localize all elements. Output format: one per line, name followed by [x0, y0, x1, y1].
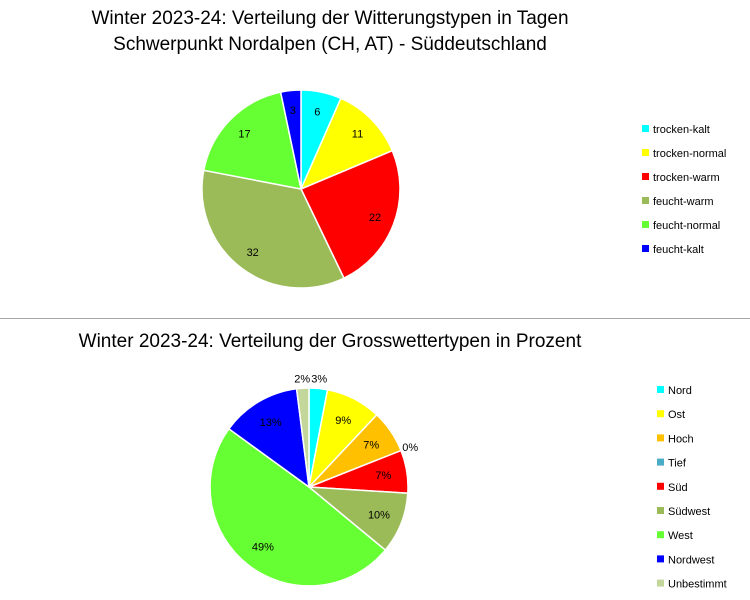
data-label-feucht-warm: 32 — [247, 247, 259, 259]
pie-chart-svg: 3% 9% 7% 0% 7% 10% 49% 13% 2% Nord Ost Hoch Tief Süd S… — [209, 373, 727, 591]
legend-label-ost: Ost — [668, 409, 685, 421]
legend-label-feucht-kalt: feucht-kalt — [653, 244, 704, 256]
pie-chart-svg: 6 11 22 32 17 3 trocken-kalt trocken-normal troc… — [201, 89, 726, 289]
data-label-ost: 9% — [335, 415, 351, 427]
pie-slice-trocken-warm — [299, 149, 401, 280]
chart-divider — [0, 318, 750, 319]
legend-swatch-suedwest — [657, 507, 664, 514]
legend-label-hoch: Hoch — [668, 433, 694, 445]
legend-label-feucht-normal: feucht-normal — [653, 220, 720, 232]
legend-swatch-trocken-kalt — [642, 125, 649, 132]
data-label-unbestimmt: 2% — [294, 373, 310, 385]
data-label-nord: 3% — [311, 374, 327, 386]
legend-swatch-nord — [657, 386, 664, 393]
pie-slice-nordwest — [227, 387, 310, 489]
legend-swatch-sued — [657, 482, 664, 490]
legend-label-trocken-normal: trocken-normal — [653, 148, 726, 160]
legend-label-nordwest: Nordwest — [668, 554, 714, 566]
legend-label-feucht-warm: feucht-warm — [653, 196, 714, 208]
chart-title-line-2: Schwerpunkt Nordalpen (CH, AT) - Süddeut… — [113, 34, 547, 55]
legend-label-nord: Nord — [668, 385, 692, 397]
weather-types-pie-chart: Winter 2023-24: Verteilung der Witterung… — [91, 8, 726, 289]
pie-slice-feucht-kalt — [279, 89, 302, 190]
legend-label-trocken-warm: trocken-warm — [653, 172, 720, 184]
legend-label-west: West — [668, 530, 693, 542]
data-label-feucht-normal: 17 — [238, 128, 250, 140]
legend-label-suedwest: Südwest — [668, 506, 710, 518]
pie-slice-unbestimmt — [295, 387, 310, 488]
data-label-suedwest: 10% — [368, 510, 390, 522]
data-label-tief: 0% — [402, 442, 418, 454]
legend-swatch-trocken-normal — [642, 149, 649, 156]
legend-label-sued: Süd — [668, 482, 688, 494]
legend-swatch-hoch — [657, 434, 664, 442]
chart-title-line-1: Winter 2023-24: Verteilung der Witterung… — [91, 8, 569, 29]
legend-swatch-feucht-normal — [642, 221, 649, 228]
pie-slice-feucht-normal — [202, 91, 302, 190]
chart-title: Winter 2023-24: Verteilung der Grosswett… — [78, 331, 582, 352]
legend-swatch-trocken-warm — [642, 173, 649, 180]
legend-swatch-nordwest — [657, 555, 664, 563]
legend-label-trocken-kalt: trocken-kalt — [653, 124, 710, 136]
legend-swatch-feucht-warm — [642, 197, 649, 204]
legend-label-tief: Tief — [668, 458, 687, 470]
data-label-trocken-warm: 22 — [369, 212, 381, 224]
legend-swatch-ost — [657, 410, 664, 418]
pie-slice-west — [209, 427, 387, 587]
data-label-trocken-normal: 11 — [352, 128, 363, 140]
circulation-types-pie-chart: Winter 2023-24: Verteilung der Grosswett… — [0, 320, 750, 600]
data-label-hoch: 7% — [363, 440, 379, 452]
data-label-feucht-kalt: 3 — [290, 105, 296, 117]
legend-label-unbestimmt: Unbestimmt — [668, 579, 727, 591]
legend-swatch-unbestimmt — [657, 579, 664, 587]
pie-slice-feucht-warm — [201, 169, 345, 289]
pie-slice-trocken-normal — [299, 97, 394, 191]
legend-swatch-feucht-kalt — [642, 245, 649, 252]
legend-swatch-west — [657, 531, 664, 539]
legend-swatch-tief — [657, 458, 664, 466]
data-label-sued: 7% — [375, 470, 391, 482]
data-label-nordwest: 13% — [260, 417, 282, 429]
data-label-trocken-kalt: 6 — [314, 106, 320, 118]
data-label-west: 49% — [252, 541, 274, 553]
